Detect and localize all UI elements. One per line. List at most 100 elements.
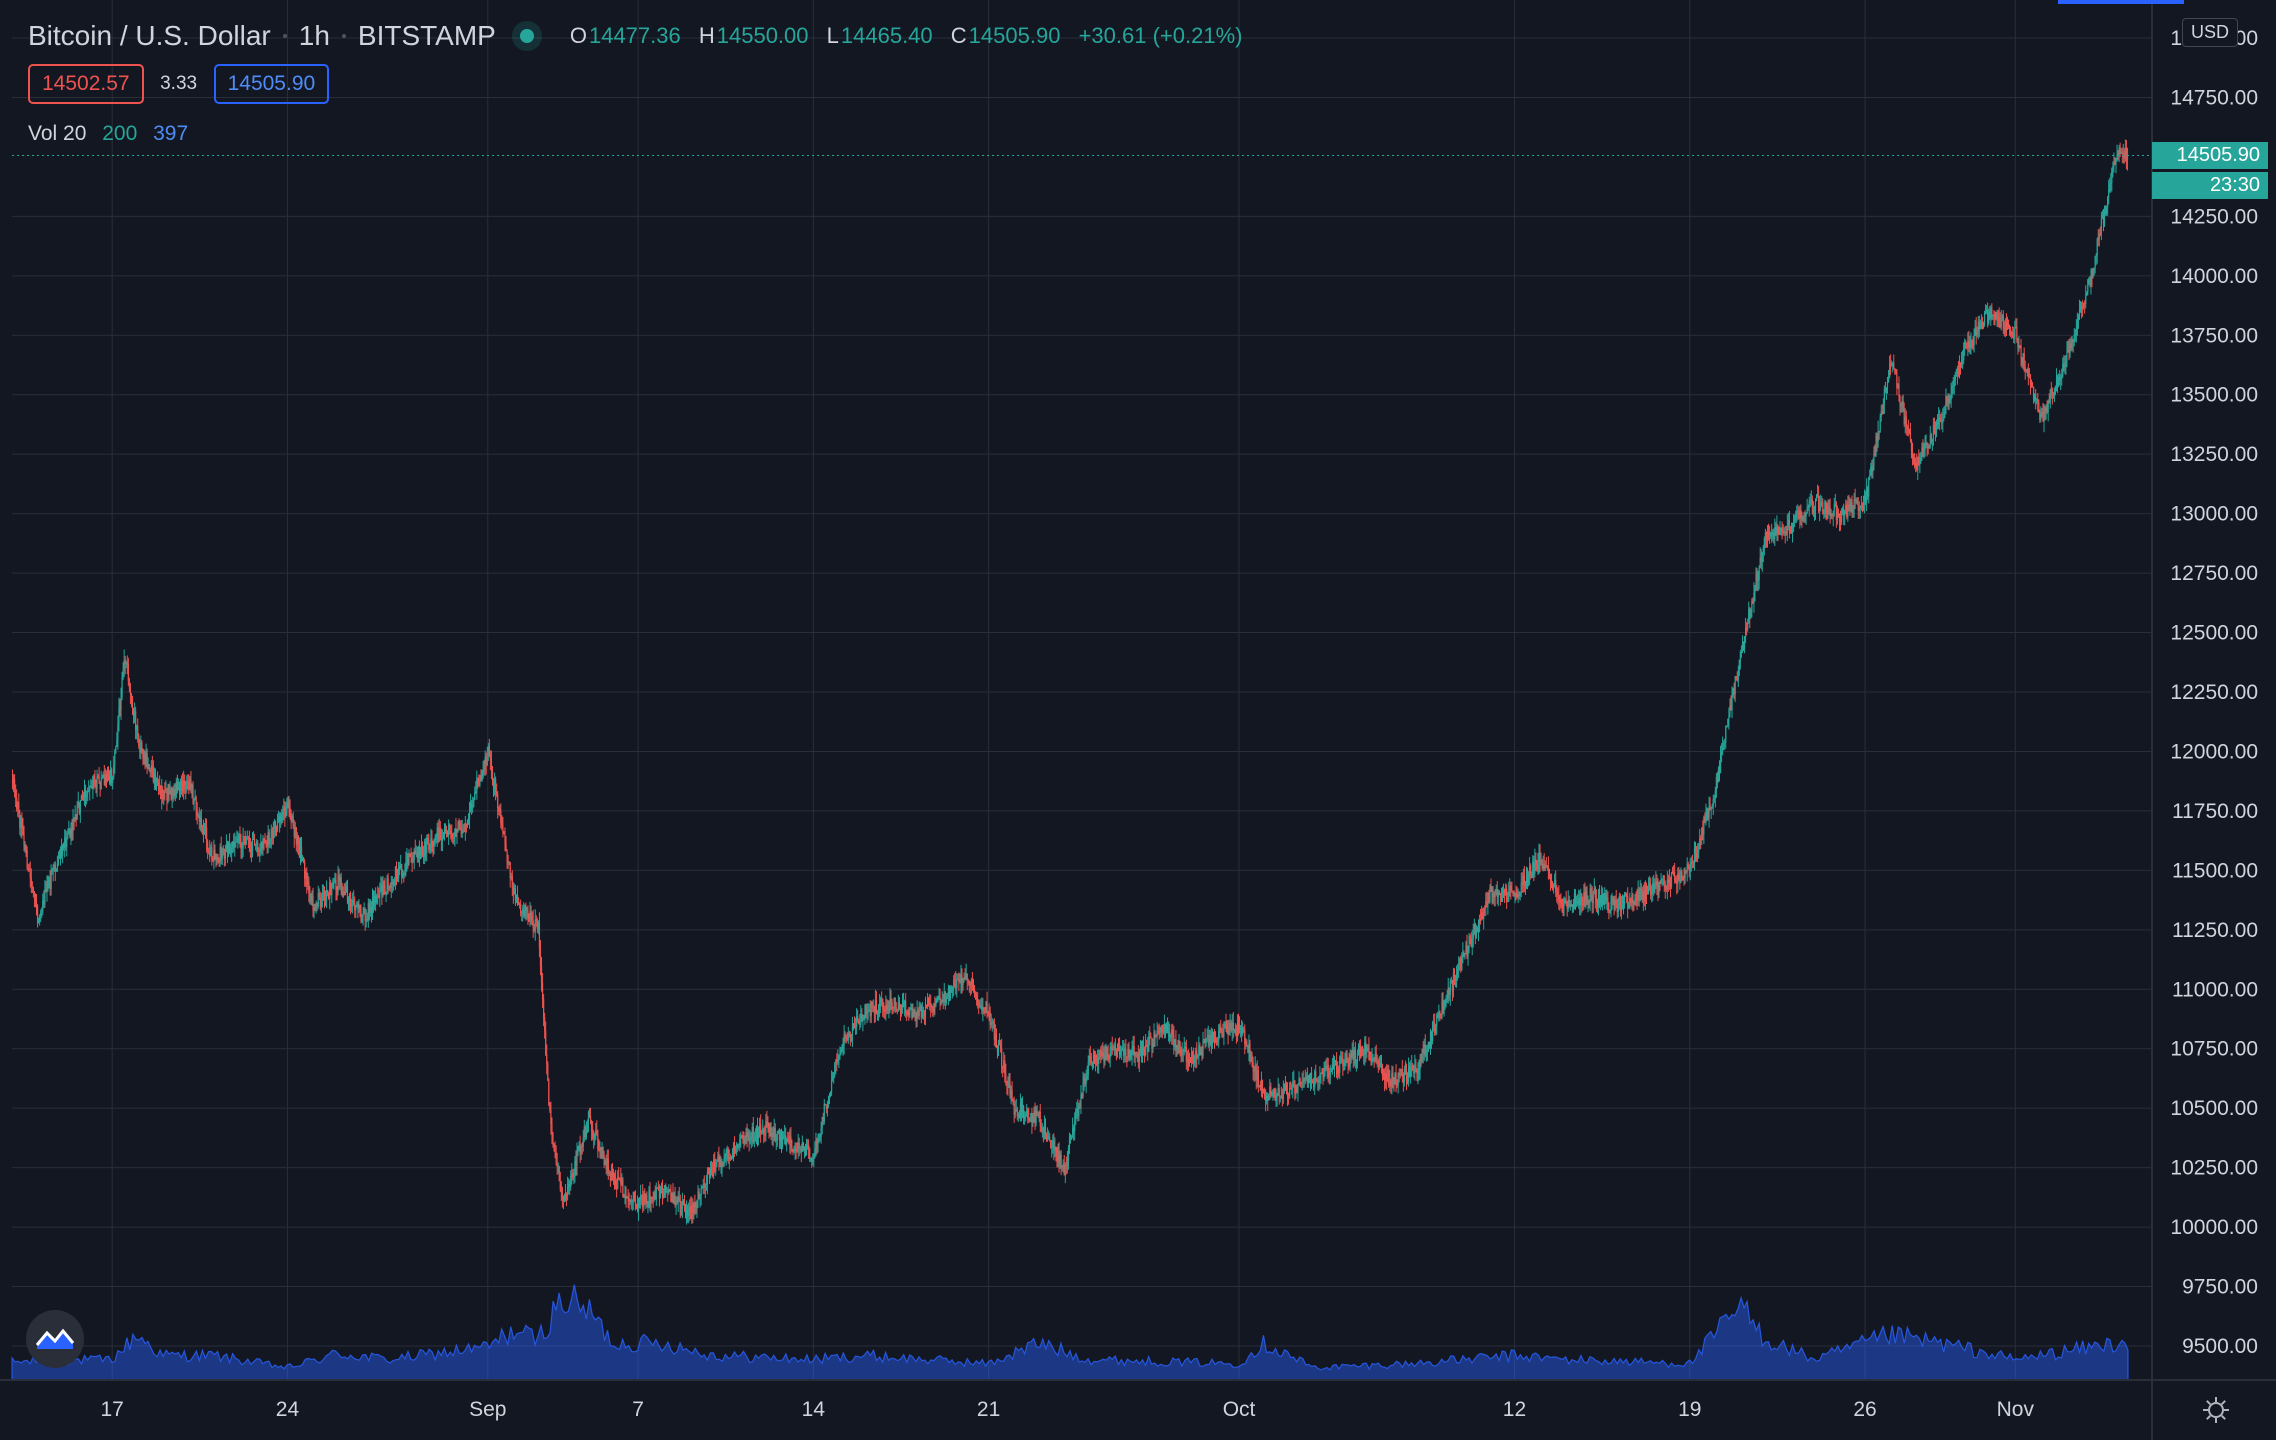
- candle-body: [562, 1197, 565, 1201]
- gear-icon[interactable]: [2194, 1388, 2238, 1432]
- candle-body: [804, 1147, 807, 1155]
- candle-body: [115, 746, 117, 753]
- candle-body: [1998, 316, 2000, 323]
- candle-body: [812, 1158, 814, 1162]
- candle-body: [956, 980, 958, 989]
- candle-body: [1554, 880, 1556, 886]
- candle-body: [657, 1188, 659, 1190]
- candle-body: [1702, 827, 1704, 835]
- candle-body: [1219, 1026, 1221, 1030]
- candle-body: [1088, 1055, 1090, 1063]
- candle-body: [19, 813, 21, 828]
- candle-body: [1427, 1041, 1430, 1051]
- candle-body: [1962, 360, 1964, 362]
- candle-body: [926, 998, 929, 1007]
- candle-body: [878, 1003, 881, 1009]
- currency-button[interactable]: USD: [2182, 18, 2239, 47]
- candle-body: [1318, 1079, 1320, 1083]
- candle-body: [2011, 332, 2013, 336]
- y-tick-label: 13750.00: [2170, 324, 2258, 347]
- symbol-name[interactable]: Bitcoin / U.S. Dollar: [28, 20, 271, 51]
- candle-body: [670, 1190, 672, 1202]
- interval-label[interactable]: 1h: [298, 20, 330, 51]
- candle-body: [950, 989, 953, 992]
- candle-body: [78, 802, 80, 814]
- x-tick-label: Sep: [469, 1398, 506, 1421]
- candle-body: [1110, 1046, 1112, 1050]
- candle-body: [1682, 876, 1684, 878]
- candle-body: [1420, 1060, 1422, 1062]
- candle-body: [63, 844, 65, 848]
- tradingview-logo-icon[interactable]: [26, 1310, 84, 1368]
- candle-body: [1512, 890, 1514, 894]
- candle-body: [2093, 268, 2095, 272]
- candle-body: [1322, 1073, 1324, 1078]
- candle-body: [31, 886, 33, 889]
- candle-body: [1764, 532, 1767, 539]
- candle-body: [1076, 1108, 1078, 1111]
- candle-body: [511, 876, 513, 888]
- candle-body: [1789, 531, 1792, 533]
- candle-body: [357, 903, 359, 909]
- candle-body: [779, 1137, 782, 1141]
- candle-body: [179, 785, 182, 793]
- candle-body: [354, 902, 356, 911]
- candle-body: [1379, 1063, 1382, 1067]
- candle-body: [1441, 1001, 1443, 1018]
- candle-body: [1542, 863, 1544, 869]
- candle-body: [156, 778, 159, 783]
- candle-body: [1533, 861, 1535, 874]
- candle-body: [1715, 776, 1717, 791]
- candle-body: [2038, 402, 2040, 412]
- symbol-legend[interactable]: Bitcoin / U.S. Dollar 1h BITSTAMP O14477…: [28, 16, 1254, 56]
- y-tick-label: 14750.00: [2170, 86, 2258, 109]
- candle-body: [151, 765, 153, 768]
- sell-price-button[interactable]: 14502.57: [28, 64, 144, 104]
- candle-body: [225, 844, 228, 849]
- buy-price-button[interactable]: 14505.90: [213, 64, 330, 104]
- candle-body: [62, 844, 64, 857]
- volume-legend[interactable]: Vol 20 200 397: [28, 122, 188, 146]
- candle-body: [1647, 887, 1650, 894]
- candle-body: [1918, 457, 1920, 465]
- candle-body: [1982, 323, 1985, 329]
- candle-body: [1267, 1095, 1269, 1101]
- candle-body: [1842, 508, 1844, 513]
- candle-body: [1853, 499, 1855, 509]
- candle-body: [145, 753, 147, 765]
- candle-body: [1415, 1065, 1417, 1073]
- candle-body: [858, 1020, 860, 1025]
- y-tick-label: 12500.00: [2170, 622, 2258, 645]
- candle-body: [365, 919, 367, 921]
- candle-body: [1334, 1061, 1337, 1063]
- candle-body: [1596, 901, 1599, 906]
- candle-body: [2080, 306, 2083, 309]
- candle-body: [379, 892, 381, 899]
- candle-body: [565, 1194, 568, 1197]
- candle-body: [1569, 904, 1571, 907]
- candle-body: [1280, 1095, 1282, 1097]
- high-value: 14550.00: [716, 23, 809, 48]
- candle-body: [316, 902, 318, 907]
- candle-body: [2066, 351, 2068, 362]
- candle-body: [1874, 453, 1876, 455]
- candle-body: [1550, 880, 1553, 884]
- candle-body: [1448, 987, 1450, 996]
- candle-body: [597, 1135, 599, 1150]
- candle-body: [916, 1010, 918, 1020]
- candle-body: [1148, 1036, 1150, 1052]
- candle-body: [678, 1197, 680, 1201]
- candle-body: [1850, 501, 1852, 510]
- candle-body: [2077, 315, 2080, 321]
- candle-body: [442, 833, 445, 838]
- candle-body: [455, 828, 457, 834]
- candle-body: [1126, 1056, 1128, 1058]
- candle-body: [538, 922, 541, 948]
- candle-body: [439, 827, 441, 839]
- candle-body: [1308, 1075, 1311, 1082]
- candle-body: [290, 813, 292, 823]
- candle-body: [474, 791, 476, 801]
- candle-body: [174, 789, 176, 796]
